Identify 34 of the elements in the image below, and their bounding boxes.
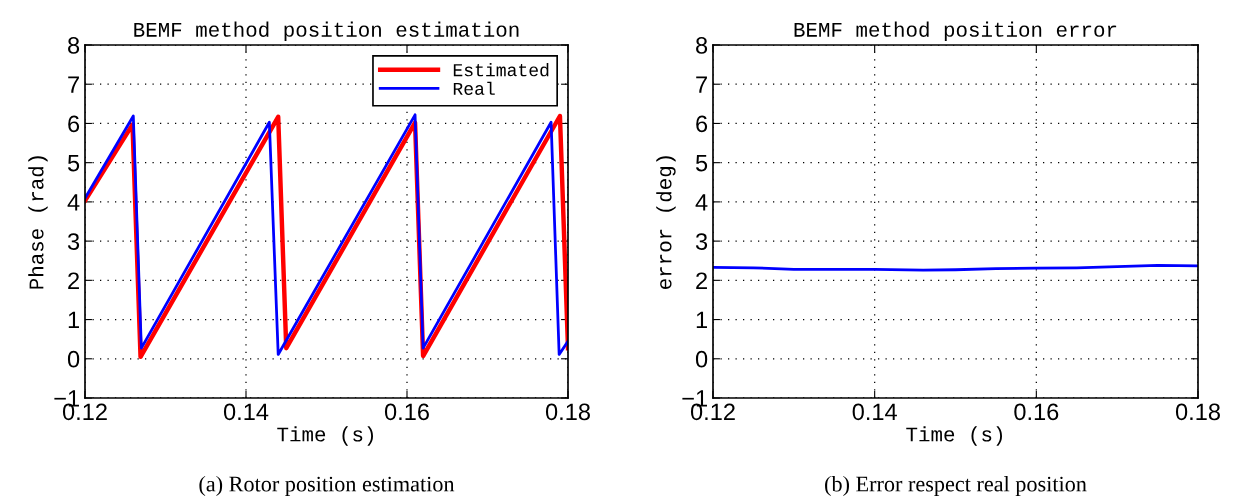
y-tick-label: 7 — [696, 76, 707, 93]
y-tick-label: 0 — [695, 350, 708, 368]
x-tick-label: 0.16 — [1014, 403, 1059, 421]
text: (b) Error respect real position — [825, 475, 1087, 497]
y-tick-label: 3 — [695, 233, 708, 250]
y-tick-label: 3 — [67, 233, 80, 250]
x-axis-title: Time (s) — [906, 426, 1003, 446]
chart-title: BEMF method position error — [794, 21, 1117, 41]
y-tick-label: 4 — [695, 194, 708, 211]
y-tick-label: 6 — [68, 115, 80, 133]
y-tick-label: 2 — [696, 272, 707, 289]
legend-label: Real — [453, 81, 495, 95]
y-tick-label: 4 — [67, 194, 80, 211]
y-tick-label: 1 — [68, 311, 79, 329]
y-tick-label: 6 — [696, 115, 708, 133]
y-axis-title: Phase (rad) — [28, 156, 48, 289]
x-tick-label: 0.14 — [852, 403, 897, 421]
y-tick-label: 5 — [67, 154, 80, 172]
y-tick-label: 8 — [68, 37, 80, 54]
y-tick-label: 0 — [67, 350, 80, 368]
x-tick-label: 0.14 — [223, 403, 269, 421]
y-tick-label: 2 — [68, 272, 79, 289]
y-tick-label: 7 — [68, 76, 79, 93]
chart-title: BEMF method position estimation — [134, 21, 519, 41]
x-tick-label: 0.18 — [1175, 403, 1220, 421]
x-tick-label: 0.18 — [545, 403, 590, 421]
legend-label: Estimated — [453, 63, 549, 77]
y-tick-label: 8 — [696, 37, 708, 54]
text: (a) Rotor position estimation — [199, 475, 455, 497]
y-axis-title: error (deg) — [656, 156, 676, 289]
y-tick-label: 5 — [695, 154, 708, 172]
y-tick-label: 1 — [696, 311, 707, 329]
x-axis-title: Time (s) — [277, 426, 374, 446]
x-tick-label: 0.16 — [384, 403, 429, 421]
